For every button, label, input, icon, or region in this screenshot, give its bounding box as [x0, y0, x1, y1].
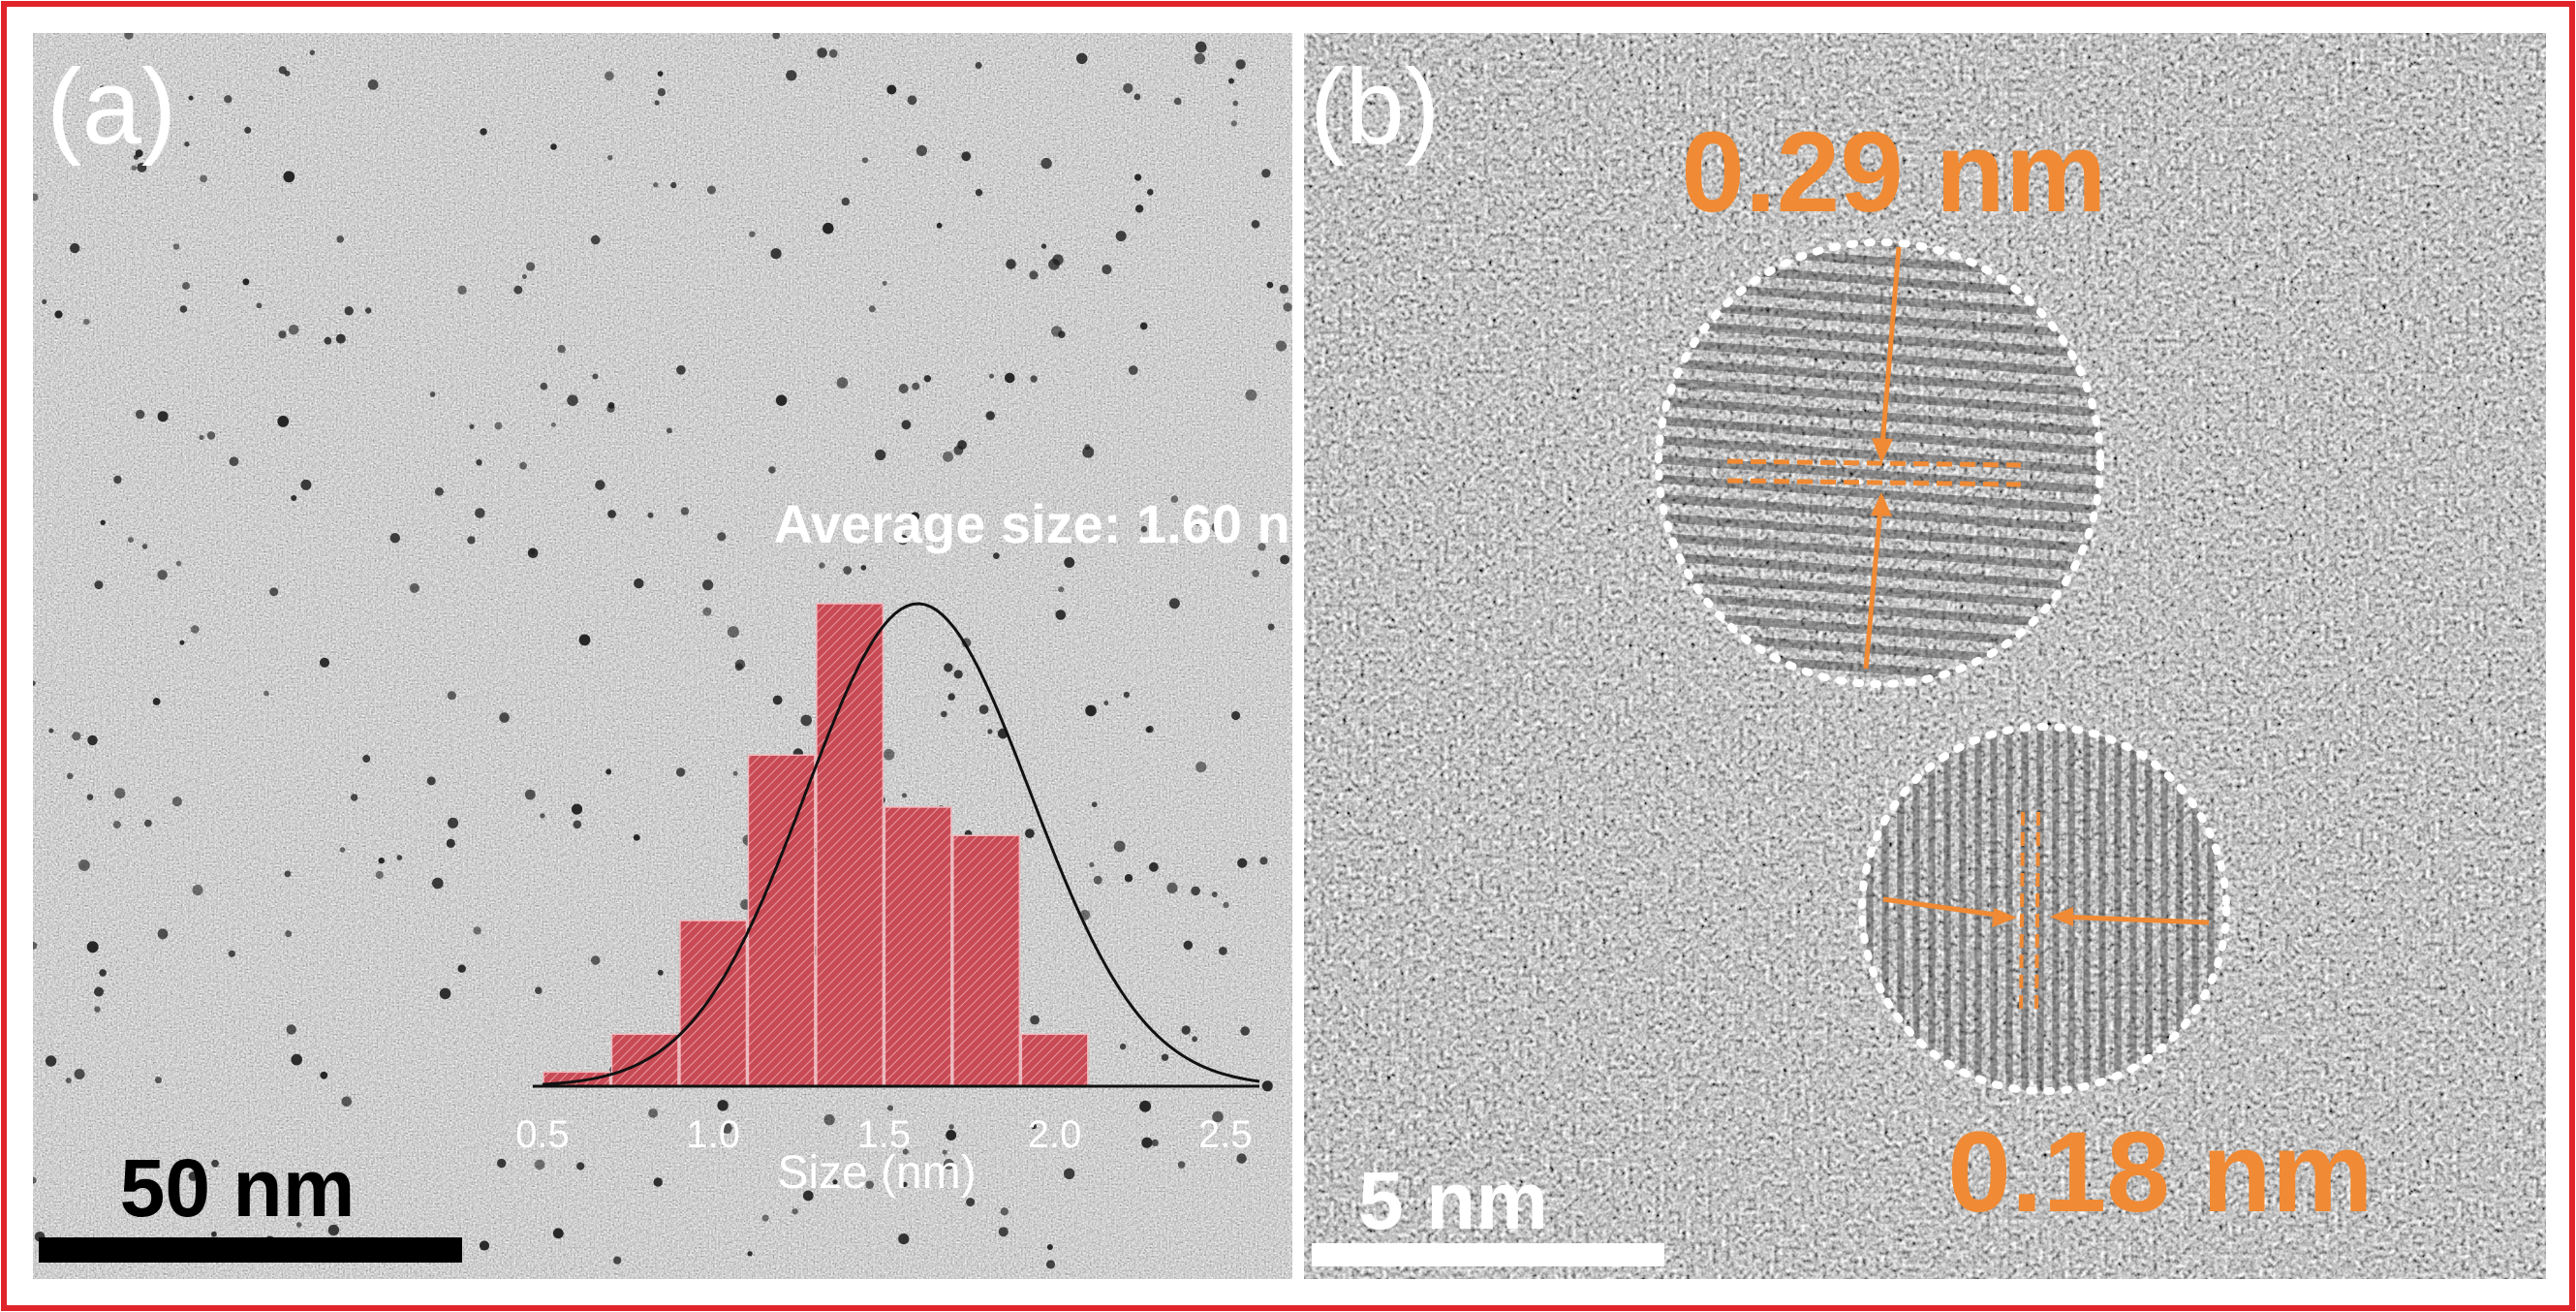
particle-circle-top [1655, 238, 2104, 688]
histogram-tick-label: 2.0 [1028, 1113, 1082, 1156]
d-spacing-label-top: 0.29 nm [1681, 109, 2106, 236]
scale-bar-b-label: 5 nm [1358, 1155, 1548, 1246]
histogram-bar [1020, 1033, 1089, 1087]
particle-circle-bottom [1858, 723, 2230, 1095]
panel-b-hrtem-image: (b) 0.29 nm 0.18 nm 5 nm [1304, 33, 2546, 1279]
panel-divider [1292, 33, 1304, 1279]
size-histogram-inset: Average size: 1.60 nm 0.5 1.0 1.5 2.0 2.5 Si… [515, 493, 1338, 1199]
d-spacing-marker-bottom [1882, 811, 2210, 1016]
scale-bar-a [39, 1237, 462, 1263]
scale-bar-b [1312, 1243, 1664, 1266]
nanoparticle-dots [33, 33, 1292, 1269]
d-spacing-marker-top [1726, 246, 2022, 670]
panel-b-label: (b) [1310, 47, 1440, 167]
gaussian-fit-curve [542, 602, 1260, 1086]
histogram-x-label: Size (nm) [777, 1147, 976, 1199]
histogram-bar [952, 834, 1021, 1087]
histogram-bar [816, 603, 885, 1087]
histogram-tick-label: 2.5 [1198, 1113, 1253, 1156]
d-spacing-label-bottom: 0.18 nm [1947, 1109, 2373, 1236]
histogram-tick-label: 1.5 [857, 1113, 912, 1156]
histogram-bar [679, 920, 748, 1087]
panel-a-tem-image: (a) Average size: 1.60 nm 0.5 1.0 1.5 2.0 2.… [33, 33, 1339, 1279]
scale-bar-a-label: 50 nm [120, 1142, 356, 1234]
panel-a-label: (a) [47, 47, 176, 167]
histogram-tick-label: 0.5 [515, 1113, 570, 1156]
histogram-bar [747, 754, 816, 1087]
histogram-title: Average size: 1.60 nm [773, 493, 1338, 554]
histogram-tick-label: 1.0 [686, 1113, 740, 1156]
histogram-bar [884, 806, 952, 1087]
